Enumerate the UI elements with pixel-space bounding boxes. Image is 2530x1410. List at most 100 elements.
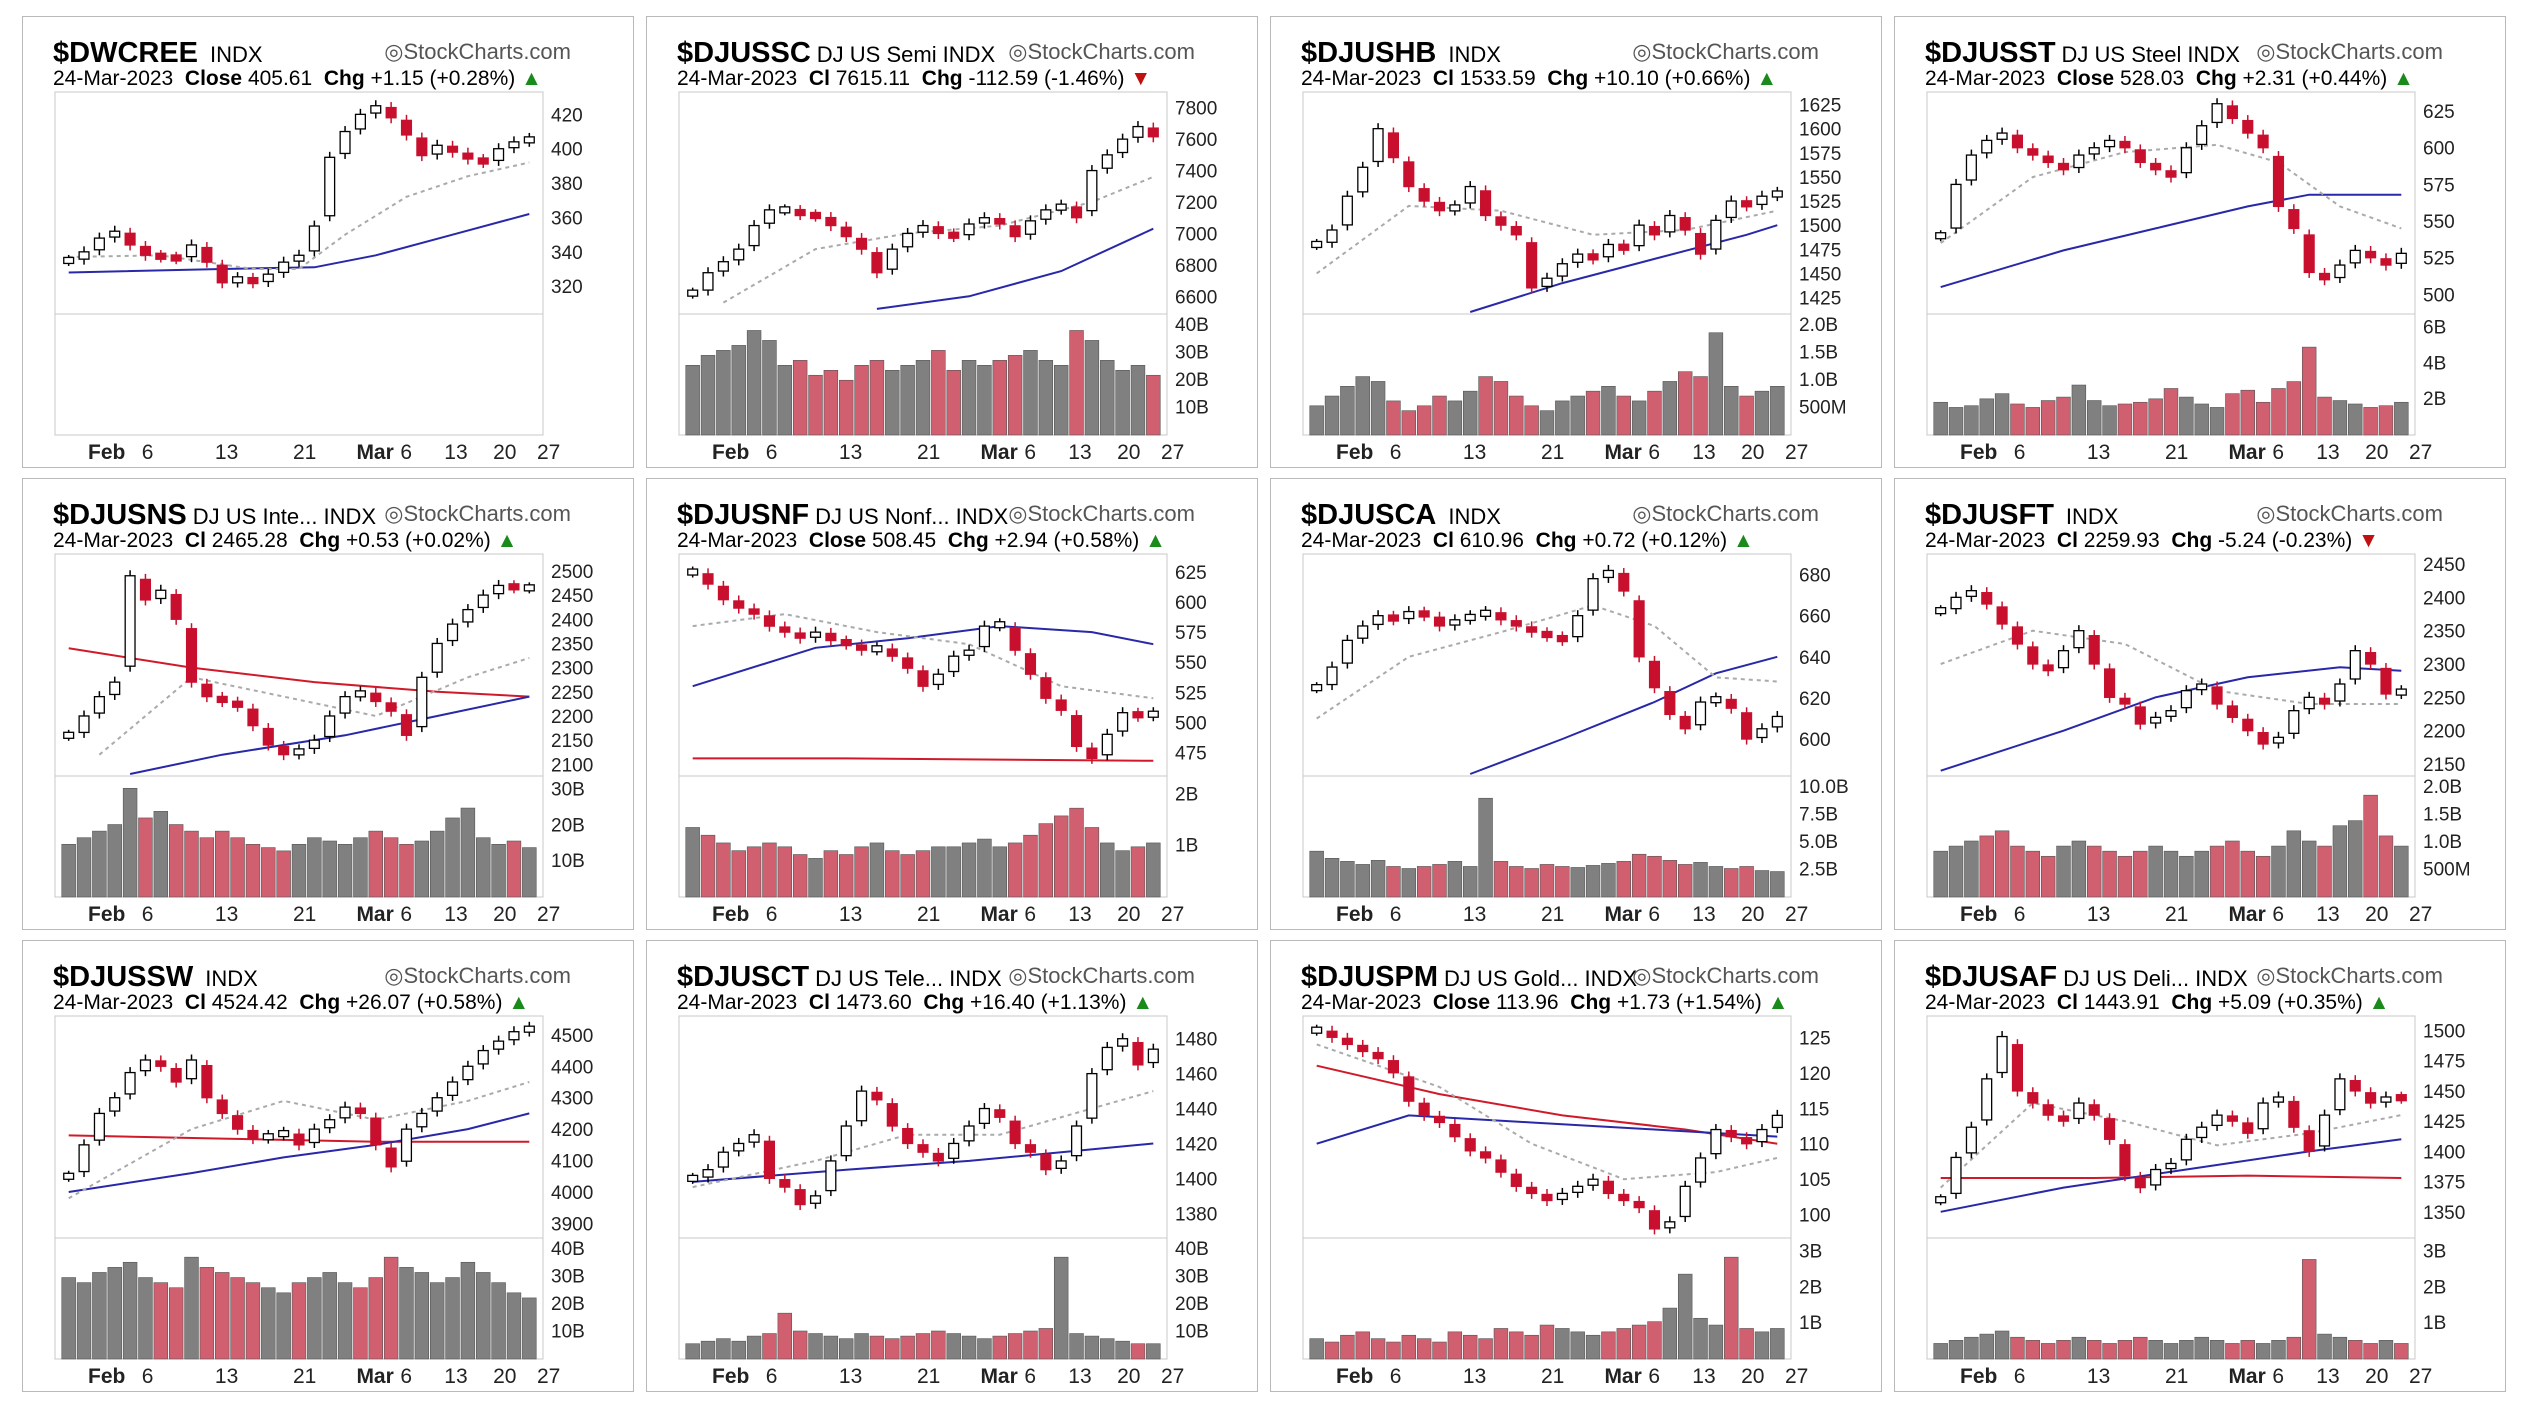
chart-panel[interactable]: $DJUSHB INDX ◎StockCharts.com 24-Mar-2023 C… bbox=[1270, 16, 1882, 468]
chart-panel[interactable]: $DJUSSW INDX ◎StockCharts.com 24-Mar-2023 C… bbox=[22, 940, 634, 1392]
volume-bar bbox=[1463, 1334, 1478, 1360]
date-tick-label: 20 bbox=[1117, 903, 1140, 926]
candle-body bbox=[779, 626, 791, 633]
candle-body bbox=[1009, 627, 1021, 651]
volume-bar bbox=[1601, 386, 1616, 436]
symbol-label[interactable]: $DJUSST bbox=[1925, 37, 2056, 69]
volume-tick-label: 1.0B bbox=[2423, 832, 2462, 853]
candle-body bbox=[1357, 166, 1369, 193]
chart-panel[interactable]: $DJUSCT DJ US Tele... INDX ◎StockCharts.com… bbox=[646, 940, 1258, 1392]
candle-body bbox=[1040, 1154, 1052, 1171]
symbol-label[interactable]: $DJUSNS bbox=[53, 499, 187, 531]
chart-panel[interactable]: $DWCREE INDX ◎StockCharts.com 24-Mar-2023 C… bbox=[22, 16, 634, 468]
candle-body bbox=[2011, 1044, 2024, 1092]
index-name: DJ US Steel bbox=[2061, 42, 2182, 67]
chart-panel[interactable]: $DJUSCA INDX ◎StockCharts.com 24-Mar-2023 C… bbox=[1270, 478, 1882, 930]
chart-panel[interactable]: $DJUSST DJ US Steel INDX ◎StockCharts.com 24… bbox=[1894, 16, 2506, 468]
volume-bar bbox=[1084, 1335, 1100, 1360]
candle-body bbox=[1132, 711, 1144, 719]
up-arrow-icon: ▲ bbox=[496, 529, 518, 552]
date-tick-label: 6 bbox=[400, 441, 412, 464]
candle-body bbox=[1024, 653, 1037, 675]
volume-tick-label: 30B bbox=[1175, 343, 1209, 364]
volume-bar bbox=[1539, 410, 1555, 436]
volume-bar bbox=[854, 1333, 869, 1360]
volume-bar bbox=[1770, 1328, 1785, 1360]
chart-panel[interactable]: $DJUSPM DJ US Gold... INDX ◎StockCharts.com… bbox=[1270, 940, 1882, 1392]
candle-body bbox=[917, 1144, 929, 1153]
symbol-label[interactable]: $DJUSNF bbox=[677, 499, 810, 531]
volume-bar bbox=[2255, 401, 2271, 436]
candle-body bbox=[779, 1179, 791, 1188]
volume-tick-label: 2.0B bbox=[1799, 315, 1838, 336]
volume-bar bbox=[1539, 1324, 1555, 1360]
change-value: +10.10 (+0.66%) bbox=[1594, 67, 1751, 90]
date-tick-label: Mar bbox=[1604, 1365, 1641, 1388]
chart-panel[interactable]: $DJUSSC DJ US Semi INDX ◎StockCharts.com 24-… bbox=[646, 16, 1258, 468]
candle-body bbox=[2042, 1104, 2054, 1116]
volume-bar bbox=[1447, 400, 1463, 436]
volume-bar bbox=[429, 1282, 445, 1360]
price-tick-label: 1600 bbox=[1799, 120, 1841, 141]
volume-bar bbox=[700, 834, 716, 898]
candle-body bbox=[354, 113, 366, 130]
candle-body bbox=[1526, 1186, 1538, 1195]
symbol-label[interactable]: $DJUSCT bbox=[677, 961, 810, 993]
symbol-label[interactable]: $DJUSFT bbox=[1925, 499, 2054, 531]
volume-bar bbox=[1770, 871, 1785, 898]
volume-bar bbox=[1355, 864, 1370, 898]
candle-body bbox=[2334, 1078, 2346, 1111]
chart-header: $DJUSSC DJ US Semi INDX bbox=[677, 37, 995, 70]
date-tick-label: Mar bbox=[1604, 441, 1641, 464]
candle-body bbox=[932, 1152, 944, 1162]
candle-body bbox=[232, 276, 244, 284]
symbol-label[interactable]: $DJUSSW bbox=[53, 961, 194, 993]
candle-body bbox=[1387, 614, 1400, 622]
price-tick-label: 1480 bbox=[1175, 1030, 1217, 1051]
candle-body bbox=[1602, 569, 1614, 579]
volume-bar bbox=[869, 1335, 885, 1360]
candle-body bbox=[170, 1067, 182, 1083]
symbol-label[interactable]: $DWCREE bbox=[53, 37, 199, 69]
candle-body bbox=[1981, 139, 1993, 154]
chart-panel[interactable]: $DJUSNS DJ US Inte... INDX ◎StockCharts.com… bbox=[22, 478, 634, 930]
chart-panel[interactable]: $DJUSAF DJ US Deli... INDX ◎StockCharts.com… bbox=[1894, 940, 2506, 1392]
volume-tick-label: 10.0B bbox=[1799, 777, 1849, 798]
symbol-label[interactable]: $DJUSAF bbox=[1925, 961, 2058, 993]
candle-body bbox=[232, 1115, 244, 1130]
chart-panel[interactable]: $DJUSNF DJ US Nonf... INDX ◎StockCharts.com… bbox=[646, 478, 1258, 930]
watermark: ◎StockCharts.com bbox=[1008, 963, 1195, 989]
volume-bar bbox=[885, 850, 900, 898]
candle-body bbox=[763, 1140, 776, 1180]
symbol-label[interactable]: $DJUSCA bbox=[1301, 499, 1437, 531]
date-tick-label: 21 bbox=[1541, 1365, 1564, 1388]
volume-bar bbox=[885, 369, 900, 436]
moving-average-red bbox=[68, 647, 530, 698]
quote-date: 24-Mar-2023 bbox=[1301, 67, 1422, 90]
symbol-label[interactable]: $DJUSPM bbox=[1301, 961, 1438, 993]
candle-body bbox=[2088, 635, 2100, 665]
volume-bar bbox=[1693, 1317, 1708, 1360]
volume-bar bbox=[2194, 1336, 2209, 1360]
date-tick-label: 6 bbox=[2014, 441, 2026, 464]
price-tick-label: 105 bbox=[1799, 1170, 1831, 1191]
price-chart: 100 105 110 115 120 125 1B 2B 3B Feb 6 13 21 Mar 6 13 20… bbox=[1302, 1015, 1831, 1388]
change-label: Chg bbox=[947, 529, 989, 552]
symbol-label[interactable]: $DJUSSC bbox=[677, 37, 811, 69]
date-tick-label: Mar bbox=[2228, 903, 2265, 926]
symbol-label[interactable]: $DJUSHB bbox=[1301, 37, 1437, 69]
volume-bar bbox=[931, 1330, 946, 1360]
price-tick-label: 640 bbox=[1799, 648, 1831, 669]
chart-panel[interactable]: $DJUSFT INDX ◎StockCharts.com 24-Mar-2023 C… bbox=[1894, 478, 2506, 930]
volume-bar bbox=[2163, 388, 2179, 436]
candle-body bbox=[1495, 1159, 1507, 1173]
candle-body bbox=[2349, 1080, 2361, 1092]
volume-bar bbox=[731, 345, 746, 436]
volume-tick-label: 10B bbox=[1175, 1322, 1209, 1343]
volume-bar bbox=[2010, 845, 2025, 898]
candle-body bbox=[840, 1125, 852, 1157]
candle-body bbox=[871, 1091, 883, 1101]
volume-bar bbox=[491, 843, 506, 898]
volume-bar bbox=[1100, 842, 1115, 898]
volume-tick-label: 10B bbox=[1175, 398, 1209, 419]
